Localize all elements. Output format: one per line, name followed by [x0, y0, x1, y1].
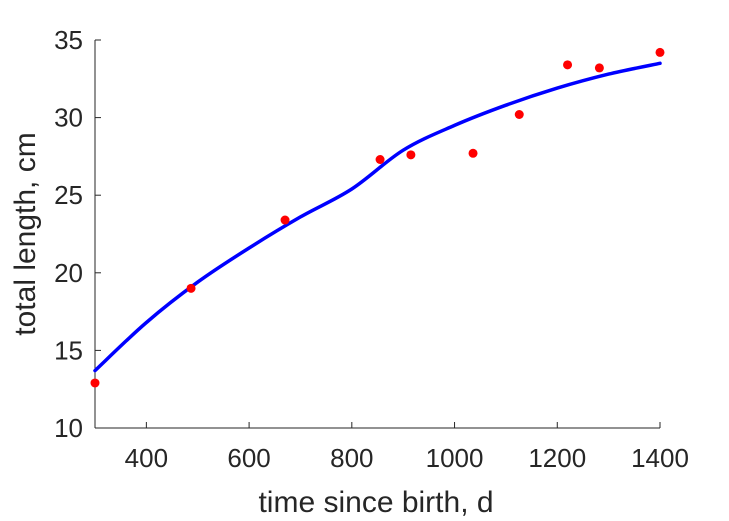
data-point: [90, 378, 100, 388]
y-tick-label: 30: [54, 103, 83, 133]
data-point: [563, 60, 573, 70]
x-axis-label: time since birth, d: [258, 486, 493, 519]
x-tick-label: 800: [330, 443, 373, 473]
x-tick-label: 600: [227, 443, 270, 473]
y-axis-label: total length, cm: [9, 132, 42, 335]
data-point: [655, 47, 665, 57]
data-point: [514, 109, 524, 119]
data-point: [375, 155, 385, 165]
data-point: [280, 215, 290, 225]
data-point: [406, 150, 416, 160]
x-tick-label: 400: [125, 443, 168, 473]
y-tick-label: 15: [54, 335, 83, 365]
points-layer: [90, 47, 665, 388]
y-tick-label: 35: [54, 25, 83, 55]
fit-line: [93, 61, 662, 373]
data-point: [468, 148, 478, 158]
axes: 400 600 800 1000 1200 1400 10 15 20 25 30 35: [54, 25, 689, 473]
data-point: [594, 63, 604, 73]
fit-line-layer: [93, 61, 662, 373]
y-tick-label: 20: [54, 258, 83, 288]
x-tick-label: 1400: [631, 443, 689, 473]
y-tick-label: 25: [54, 180, 83, 210]
data-point: [186, 283, 196, 293]
x-tick-label: 1000: [426, 443, 484, 473]
y-tick-label: 10: [54, 413, 83, 443]
x-tick-label: 1200: [528, 443, 586, 473]
